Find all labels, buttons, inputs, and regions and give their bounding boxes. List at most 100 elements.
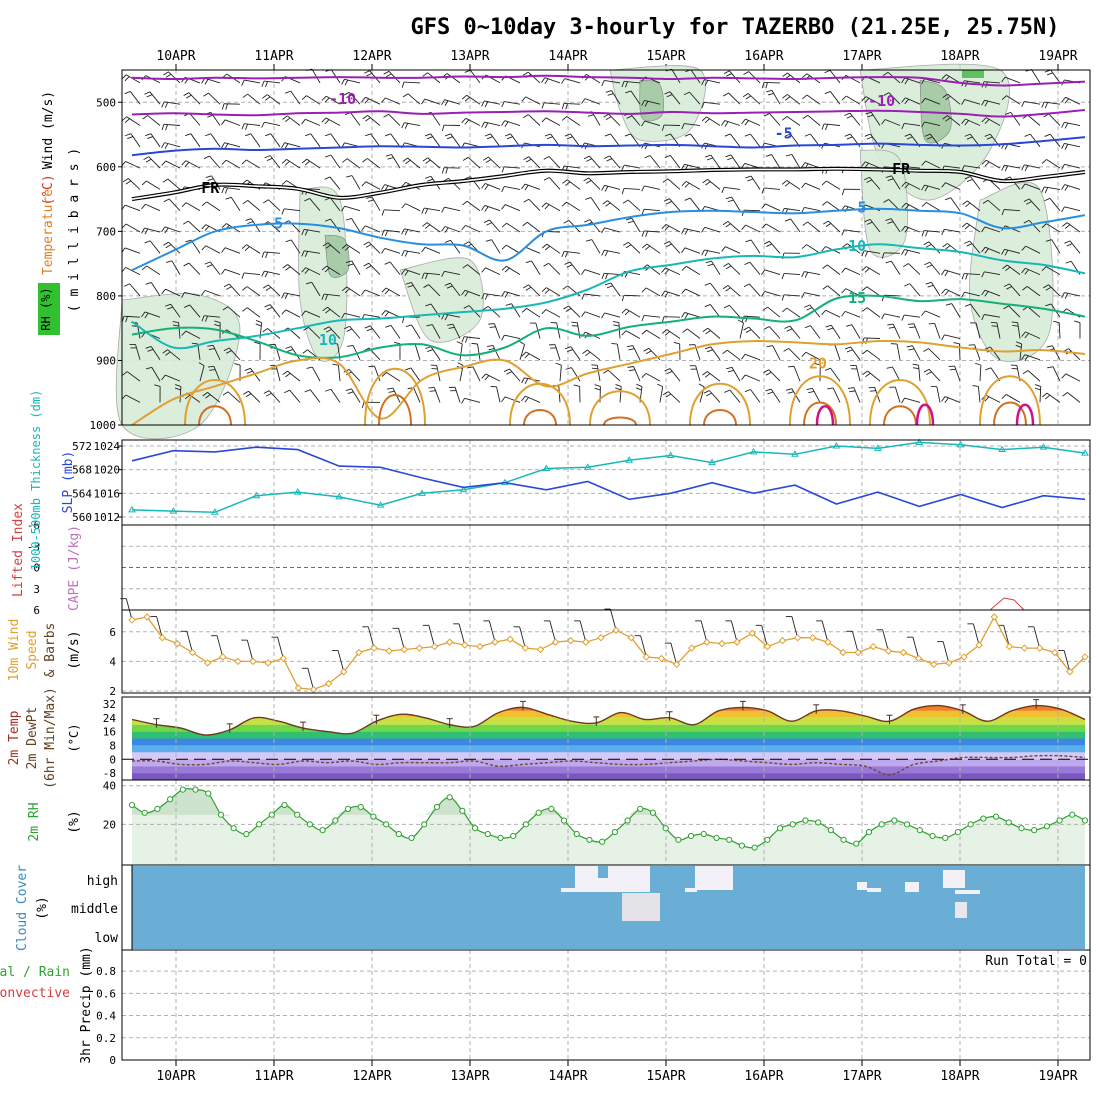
wind-barb-flag — [304, 160, 310, 166]
wind-barb — [129, 283, 141, 297]
wind-barb-flag — [345, 260, 352, 263]
wind-barb-flag — [921, 160, 927, 166]
wind-barb-flag — [941, 288, 946, 294]
wind-barb — [730, 133, 741, 148]
wind-barb — [1027, 370, 1041, 382]
wind-barb-flag — [344, 288, 350, 294]
wind-barb — [786, 307, 801, 318]
wind-barb-flag — [404, 250, 409, 257]
wind-barb — [366, 158, 381, 169]
wind-barb — [197, 343, 201, 360]
wind-barb-flag — [625, 81, 629, 88]
wind-barb-flag — [861, 161, 866, 167]
wind-barb — [208, 92, 221, 105]
wind-barb — [926, 202, 941, 212]
rh-area — [969, 181, 1054, 362]
wind-barb — [787, 94, 801, 105]
rh-area — [399, 257, 484, 343]
wind-barb-flag — [923, 348, 929, 352]
rh-point — [128, 801, 136, 809]
wind-barb — [454, 387, 461, 403]
wind-barb-flag — [262, 328, 268, 333]
wind-barb — [165, 374, 181, 382]
wind-barb — [388, 113, 401, 126]
wind-barb — [913, 323, 921, 339]
wind-barb — [370, 133, 381, 148]
wind-barb-flag — [1024, 333, 1029, 339]
wind-barb — [1039, 386, 1042, 403]
rh-point — [599, 838, 606, 845]
wind-barb-flag — [984, 346, 991, 350]
wind-barb-flag — [184, 394, 191, 400]
wind-barb — [985, 117, 1001, 126]
rh-point — [446, 794, 453, 801]
rh-point — [459, 807, 466, 814]
wind-barb-flag — [801, 182, 806, 189]
wind-barb-flag — [144, 228, 149, 235]
wind-barb — [867, 370, 881, 382]
wind-barb — [645, 373, 661, 382]
wind-barb-flag — [1002, 264, 1008, 270]
wind-barb — [184, 291, 201, 297]
wind-barb — [386, 372, 401, 382]
wind-barb-flag — [721, 187, 725, 193]
wind-barb — [728, 92, 741, 105]
wind-barb — [306, 95, 321, 105]
wind-barb — [150, 346, 161, 361]
wind-barb — [866, 266, 881, 275]
wind-barb-flag — [341, 205, 346, 212]
wind-barb-flag — [161, 124, 165, 131]
wind-barb — [290, 90, 301, 105]
wind-barb — [287, 264, 301, 275]
wind-barb — [711, 260, 721, 275]
wind-barb-flag — [763, 240, 770, 245]
wind-barb — [311, 68, 321, 84]
wind-barb-flag — [381, 97, 386, 103]
wind-barb-flag — [594, 387, 601, 391]
wind-speed-point — [370, 644, 378, 652]
wind-barb — [305, 118, 321, 126]
wind-barb-flag — [1041, 159, 1047, 164]
wind-barb-flag — [241, 272, 245, 279]
wind-barb-flag — [743, 71, 749, 75]
wind-barb-flag — [745, 95, 751, 100]
wind-barb-flag — [846, 115, 853, 119]
wind-barb-flag — [924, 185, 929, 192]
wind-barb-flag — [205, 175, 212, 178]
wind-barb-flag — [742, 93, 749, 98]
wind-barb — [665, 224, 681, 233]
wind-barb-flag — [912, 363, 919, 366]
wind-barb-flag — [164, 143, 169, 149]
wind-barb-flag — [426, 136, 433, 140]
wind-barb-flag — [1021, 267, 1026, 274]
warm-contour — [509, 382, 571, 426]
wind-barb — [725, 246, 741, 254]
rh-point — [370, 813, 377, 820]
wind-barb-flag — [543, 177, 550, 181]
wind-barb — [504, 166, 521, 169]
wind-barb — [745, 118, 761, 126]
wind-barb-flag — [265, 252, 268, 259]
wind-barb-flag — [265, 392, 272, 397]
contour-label: 10 — [319, 331, 337, 349]
wind-barb-flag — [986, 136, 993, 140]
wind-barb — [466, 94, 481, 105]
wind-barb — [1031, 69, 1041, 84]
thickness-point — [998, 445, 1007, 453]
wind-barb-flag — [942, 115, 948, 120]
wind-barb-flag — [944, 197, 951, 201]
wind-barb-flag — [426, 324, 433, 327]
wind-barb — [669, 155, 681, 169]
wind-barb-flag — [381, 248, 386, 254]
wind-barb-flag — [387, 157, 394, 160]
wind-barb — [329, 176, 341, 190]
wind-barb-flag — [605, 202, 611, 207]
wind-barb — [604, 272, 621, 276]
wind-speed-point — [430, 642, 439, 651]
wind-barb — [269, 155, 281, 169]
wind-barb-flag — [145, 282, 152, 285]
wind-barb-flag — [381, 229, 385, 236]
wind-barb — [306, 158, 321, 169]
wind-barb-flag — [1004, 143, 1009, 150]
